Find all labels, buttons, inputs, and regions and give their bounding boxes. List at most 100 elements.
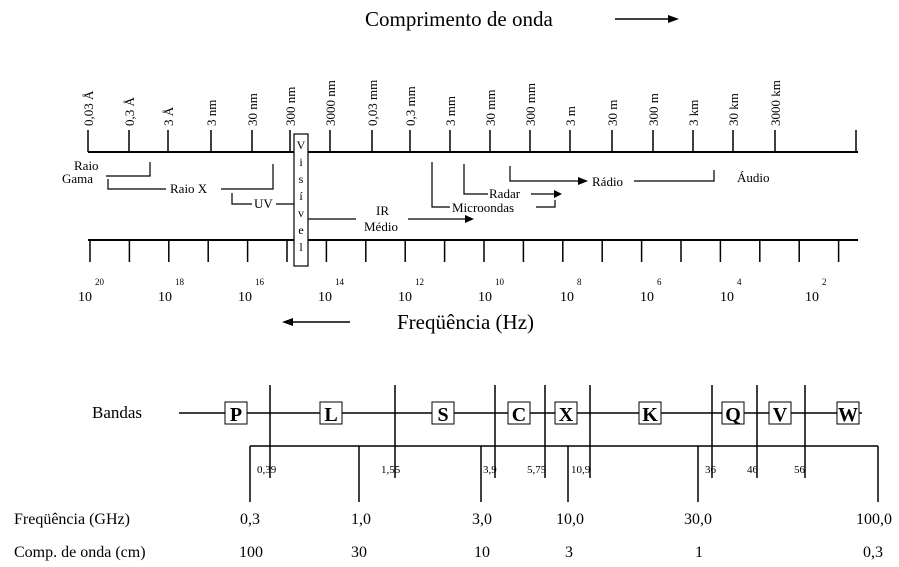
frequency-tick-label: 10 <box>640 290 654 305</box>
band-name: Q <box>725 404 741 426</box>
left-arrow-icon <box>282 318 350 326</box>
band-boundary-value: 10,9 <box>571 464 591 476</box>
wavelength-tick-label: 30 km <box>726 93 741 126</box>
freq-ghz-value: 10,0 <box>556 511 584 528</box>
wavelength-tick-label: 3 mm <box>443 96 458 126</box>
wavelength-tick-label: 300 nm <box>283 87 298 126</box>
frequency-tick-label: 10 <box>478 290 492 305</box>
freq-ghz-value: 0,3 <box>240 511 260 528</box>
freq-ghz-values: 0,3 1,0 3,0 10,0 30,0 100,0 <box>240 511 892 528</box>
frequency-tick-label: 10 <box>318 290 332 305</box>
wavelength-tick-label: 3 km <box>686 100 701 126</box>
frequency-tick-exponent: 6 <box>657 277 662 287</box>
xray-label: Raio X <box>170 181 208 196</box>
wavelength-tick-label: 0,3 mm <box>403 86 418 126</box>
gamma-label-1: Raio <box>74 158 99 173</box>
gamma-label-2: Gama <box>62 171 93 186</box>
freq-ghz-value: 30,0 <box>684 511 712 528</box>
band-boundary-value: 1,55 <box>381 464 401 476</box>
band-boundary-value: 46 <box>747 464 759 476</box>
visible-letter: i <box>299 155 303 169</box>
audio-label: Áudio <box>737 170 770 185</box>
visible-box <box>293 133 309 267</box>
wavelength-cm-value: 0,3 <box>863 544 883 561</box>
frequency-tick-exponent: 4 <box>737 277 742 287</box>
band-boundary-value: 5,75 <box>527 464 547 476</box>
wavelength-tick-label: 3 nm <box>204 100 219 126</box>
frequency-tick-exponent: 18 <box>175 277 185 287</box>
visible-letter: v <box>298 206 304 220</box>
wavelength-ticks: 0,03 Å 0,3 Å 3 Å 3 nm 30 nm 300 nm 3000 nm 0,03… <box>81 80 857 152</box>
band-name: W <box>838 404 858 426</box>
frequency-tick-exponent: 2 <box>822 277 827 287</box>
band-boundary-value: 56 <box>794 464 806 476</box>
wavelength-tick-label: 30 nm <box>245 93 260 126</box>
band-name: C <box>512 404 526 426</box>
wavelength-tick-label: 3000 nm <box>323 80 338 126</box>
visible-letter: V <box>297 138 306 152</box>
ir-band: IR Médio <box>308 203 474 234</box>
frequency-tick-label: 10 <box>720 290 734 305</box>
freq-ghz-value: 3,0 <box>472 511 492 528</box>
visible-letter: l <box>299 240 303 254</box>
frequency-tick-exponent: 20 <box>95 277 105 287</box>
wavelength-tick-label: 30 mm <box>483 90 498 126</box>
band-name: S <box>437 404 448 426</box>
frequency-tick-exponent: 8 <box>577 277 582 287</box>
visible-letter: e <box>298 223 303 237</box>
wavelength-tick-label: 0,3 Å <box>122 97 137 127</box>
band-boundary-crosses <box>269 385 806 478</box>
wavelength-cm-label: Comp. de onda (cm) <box>14 544 146 561</box>
ghz-major-ticks <box>249 446 879 502</box>
wavelength-cm-values: 100 30 10 3 1 0,3 <box>239 544 883 561</box>
frequency-title: Freqüência (Hz) <box>397 310 534 334</box>
wavelength-tick-label: 3000 km <box>768 80 783 126</box>
xray-band: Raio X <box>107 164 274 196</box>
frequency-tick-label: 10 <box>78 290 92 305</box>
wavelength-tick-label: 300 mm <box>523 83 538 126</box>
wavelength-tick-label: 300 m <box>646 93 661 126</box>
bandas-label: Bandas <box>92 403 142 422</box>
frequency-tick-label: 10 <box>238 290 252 305</box>
band-name: K <box>642 404 658 426</box>
ir-label-1: IR <box>376 203 389 218</box>
radar-label: Radar <box>489 186 521 201</box>
microwave-band: Microondas <box>431 162 556 215</box>
wavelength-cm-value: 100 <box>239 544 263 561</box>
freq-ghz-value: 100,0 <box>856 511 892 528</box>
frequency-tick-exponent: 10 <box>495 277 505 287</box>
wavelength-title: Comprimento de onda <box>365 7 553 31</box>
wavelength-cm-value: 30 <box>351 544 367 561</box>
band-name: L <box>324 404 337 426</box>
band-boundary-value: 36 <box>705 464 717 476</box>
radio-label: Rádio <box>592 174 623 189</box>
frequency-tick-label: 10 <box>398 290 412 305</box>
wavelength-tick-label: 3 Å <box>161 106 176 126</box>
frequency-tick-label: 10 <box>805 290 819 305</box>
uv-band: UV <box>231 193 294 211</box>
band-name: V <box>773 404 788 426</box>
frequency-tick-exponent: 16 <box>255 277 265 287</box>
wavelength-cm-value: 10 <box>474 544 490 561</box>
freq-ghz-value: 1,0 <box>351 511 371 528</box>
radio-band: Rádio <box>509 166 715 189</box>
wavelength-tick-label: 0,03 mm <box>365 80 380 126</box>
visible-letter: í <box>299 189 303 203</box>
gamma-band: Raio Gama <box>62 158 151 186</box>
frequency-tick-label: 10 <box>158 290 172 305</box>
band-boundary-value: 3,9 <box>483 464 497 476</box>
radar-band: Radar <box>463 164 562 201</box>
right-arrow-icon <box>615 15 679 23</box>
band-name: X <box>559 404 574 426</box>
frequency-tick-label: 10 <box>560 290 574 305</box>
visible-letter: s <box>299 172 304 186</box>
wavelength-cm-value: 3 <box>565 544 573 561</box>
wavelength-tick-label: 0,03 Å <box>81 90 96 126</box>
wavelength-tick-label: 30 m <box>605 100 620 126</box>
frequency-tick-exponent: 12 <box>415 277 424 287</box>
